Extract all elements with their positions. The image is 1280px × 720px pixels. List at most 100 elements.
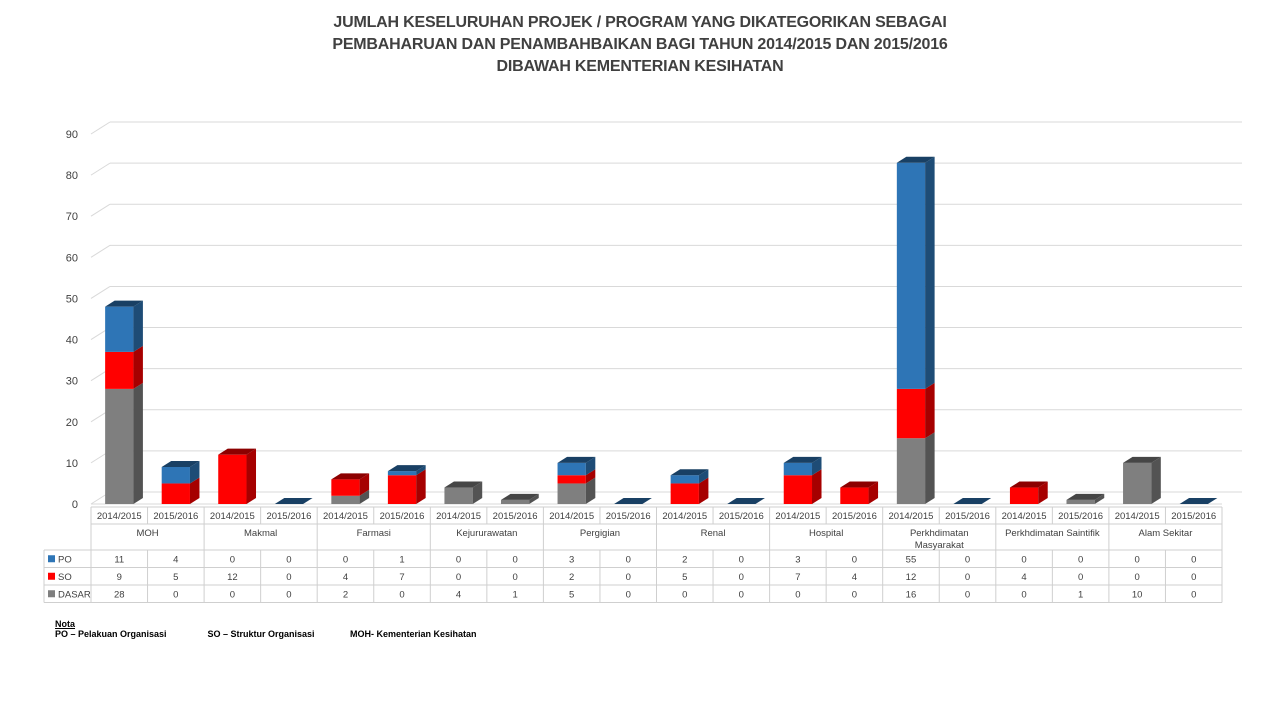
data-label-dasar-13: 0 (852, 589, 857, 600)
bar-po-front-1 (161, 467, 190, 484)
data-label-dasar-7: 1 (512, 589, 517, 600)
data-label-so-2: 12 (227, 572, 238, 583)
bar-po-front-0 (105, 306, 134, 352)
bar-dasar-side-17 (1094, 493, 1105, 504)
bar-po-front-8 (557, 462, 586, 476)
bar-dasar-front-0 (105, 388, 134, 504)
data-label-so-7: 0 (512, 572, 517, 583)
data-label-po-9: 0 (626, 554, 631, 565)
data-label-po-19: 0 (1191, 554, 1196, 565)
y-tick-label-1: 10 (66, 458, 78, 470)
data-label-po-10: 2 (682, 554, 687, 565)
bar-dasar-front-6 (444, 487, 473, 504)
data-label-po-4: 0 (343, 554, 348, 565)
data-label-po-14: 55 (906, 554, 917, 565)
bar-so-side-12 (812, 469, 822, 504)
bar-dasar-side-4 (359, 489, 370, 504)
data-label-po-15: 0 (965, 554, 970, 565)
bar-so-front-1 (161, 483, 190, 504)
legend-key-dasar (48, 590, 55, 598)
y-tick-label-2: 20 (66, 417, 78, 429)
y-tick-label-4: 40 (66, 335, 78, 347)
nota-section: Nota PO – Pelakuan Organisasi SO – Struk… (55, 619, 477, 639)
bar-dasar-side-0 (133, 382, 143, 504)
x-tick-year-11: 2015/2016 (719, 511, 764, 522)
bar-top-cap-16 (1009, 481, 1048, 488)
data-label-po-3: 0 (286, 554, 291, 565)
data-label-so-4: 4 (343, 572, 348, 583)
bar-dasar-side-7 (529, 493, 539, 504)
data-label-dasar-3: 0 (286, 589, 291, 600)
data-label-po-18: 0 (1135, 554, 1140, 565)
bar-so-side-16 (1038, 481, 1048, 504)
bar-top-cap-13 (840, 481, 879, 488)
data-label-dasar-15: 0 (965, 589, 970, 600)
bar-so-front-10 (670, 483, 699, 504)
bar-top-cap-19 (1179, 498, 1218, 504)
bar-top-cap-2 (218, 448, 257, 455)
data-label-dasar-1: 0 (173, 589, 178, 600)
x-tick-year-19: 2015/2016 (1171, 511, 1216, 522)
x-tick-group-8: Perkhdimatan Saintifik (1005, 528, 1100, 539)
y-tick-label-7: 70 (66, 211, 78, 223)
title-line-1: JUMLAH KESELURUHAN PROJEK / PROGRAM YANG… (333, 14, 947, 31)
bar-top-cap-7 (500, 493, 539, 500)
gridline-diag-7 (90, 203, 111, 217)
bar-top-cap-8 (557, 456, 596, 463)
bar-po-side-14 (925, 156, 935, 389)
x-tick-year-14: 2014/2015 (889, 511, 934, 522)
title-line-3: DIBAWAH KEMENTERIAN KESIHATAN (496, 58, 784, 75)
y-tick-label-0: 0 (72, 499, 78, 511)
data-label-po-16: 0 (1021, 554, 1026, 565)
bar-top-cap-6 (444, 481, 483, 488)
x-tick-year-3: 2015/2016 (266, 511, 311, 522)
x-tick-group-1: Makmal (244, 528, 277, 539)
data-label-po-12: 3 (795, 554, 800, 565)
data-label-po-13: 0 (852, 554, 857, 565)
data-label-po-6: 0 (456, 554, 461, 565)
data-label-so-0: 9 (117, 572, 122, 583)
bar-po-side-10 (698, 469, 709, 484)
bar-dasar-front-8 (557, 483, 586, 504)
bar-so-front-4 (331, 479, 360, 496)
nota-item-so: SO – Struktur Organisasi (207, 629, 315, 639)
bar-top-cap-18 (1123, 456, 1161, 463)
x-tick-year-0: 2014/2015 (97, 511, 142, 522)
bar-po-side-12 (812, 456, 822, 476)
bar-so-side-1 (189, 477, 200, 504)
x-tick-group-9: Alam Sekitar (1139, 528, 1193, 539)
legend-label-so: SO (58, 572, 72, 583)
bar-so-front-16 (1009, 487, 1039, 504)
legend-key-po (48, 555, 55, 563)
bar-so-side-2 (246, 448, 257, 504)
x-tick-year-18: 2014/2015 (1115, 511, 1160, 522)
bar-top-cap-15 (953, 498, 992, 504)
x-tick-group-5: Renal (701, 528, 726, 539)
title-line-2: PEMBAHARUAN DAN PENAMBAHBAIKAN BAGI TAHU… (332, 36, 948, 53)
data-label-po-8: 3 (569, 554, 574, 565)
bar-top-cap-10 (670, 469, 709, 476)
bar-top-cap-1 (161, 461, 200, 467)
bar-so-front-12 (783, 475, 813, 504)
data-label-dasar-19: 0 (1191, 589, 1196, 600)
bar-po-side-5 (416, 465, 426, 476)
data-label-dasar-5: 0 (399, 589, 404, 600)
bar-dasar-front-7 (500, 499, 530, 504)
y-tick-label-5: 50 (66, 293, 78, 305)
x-tick-group-3: Kejururawatan (456, 528, 517, 539)
data-label-po-11: 0 (739, 554, 744, 565)
x-tick-year-13: 2015/2016 (832, 511, 877, 522)
data-label-po-17: 0 (1078, 554, 1083, 565)
x-tick-year-16: 2014/2015 (1002, 511, 1047, 522)
x-tick-group-2: Farmasi (357, 528, 391, 539)
data-label-dasar-9: 0 (626, 589, 631, 600)
bar-dasar-front-14 (896, 438, 926, 504)
data-label-so-12: 7 (795, 572, 800, 583)
data-label-dasar-0: 28 (114, 589, 125, 600)
bar-top-cap-9 (614, 498, 652, 504)
data-label-so-1: 5 (173, 572, 178, 583)
data-label-so-19: 0 (1191, 572, 1196, 583)
data-label-dasar-10: 0 (682, 589, 687, 600)
data-label-dasar-8: 5 (569, 589, 574, 600)
